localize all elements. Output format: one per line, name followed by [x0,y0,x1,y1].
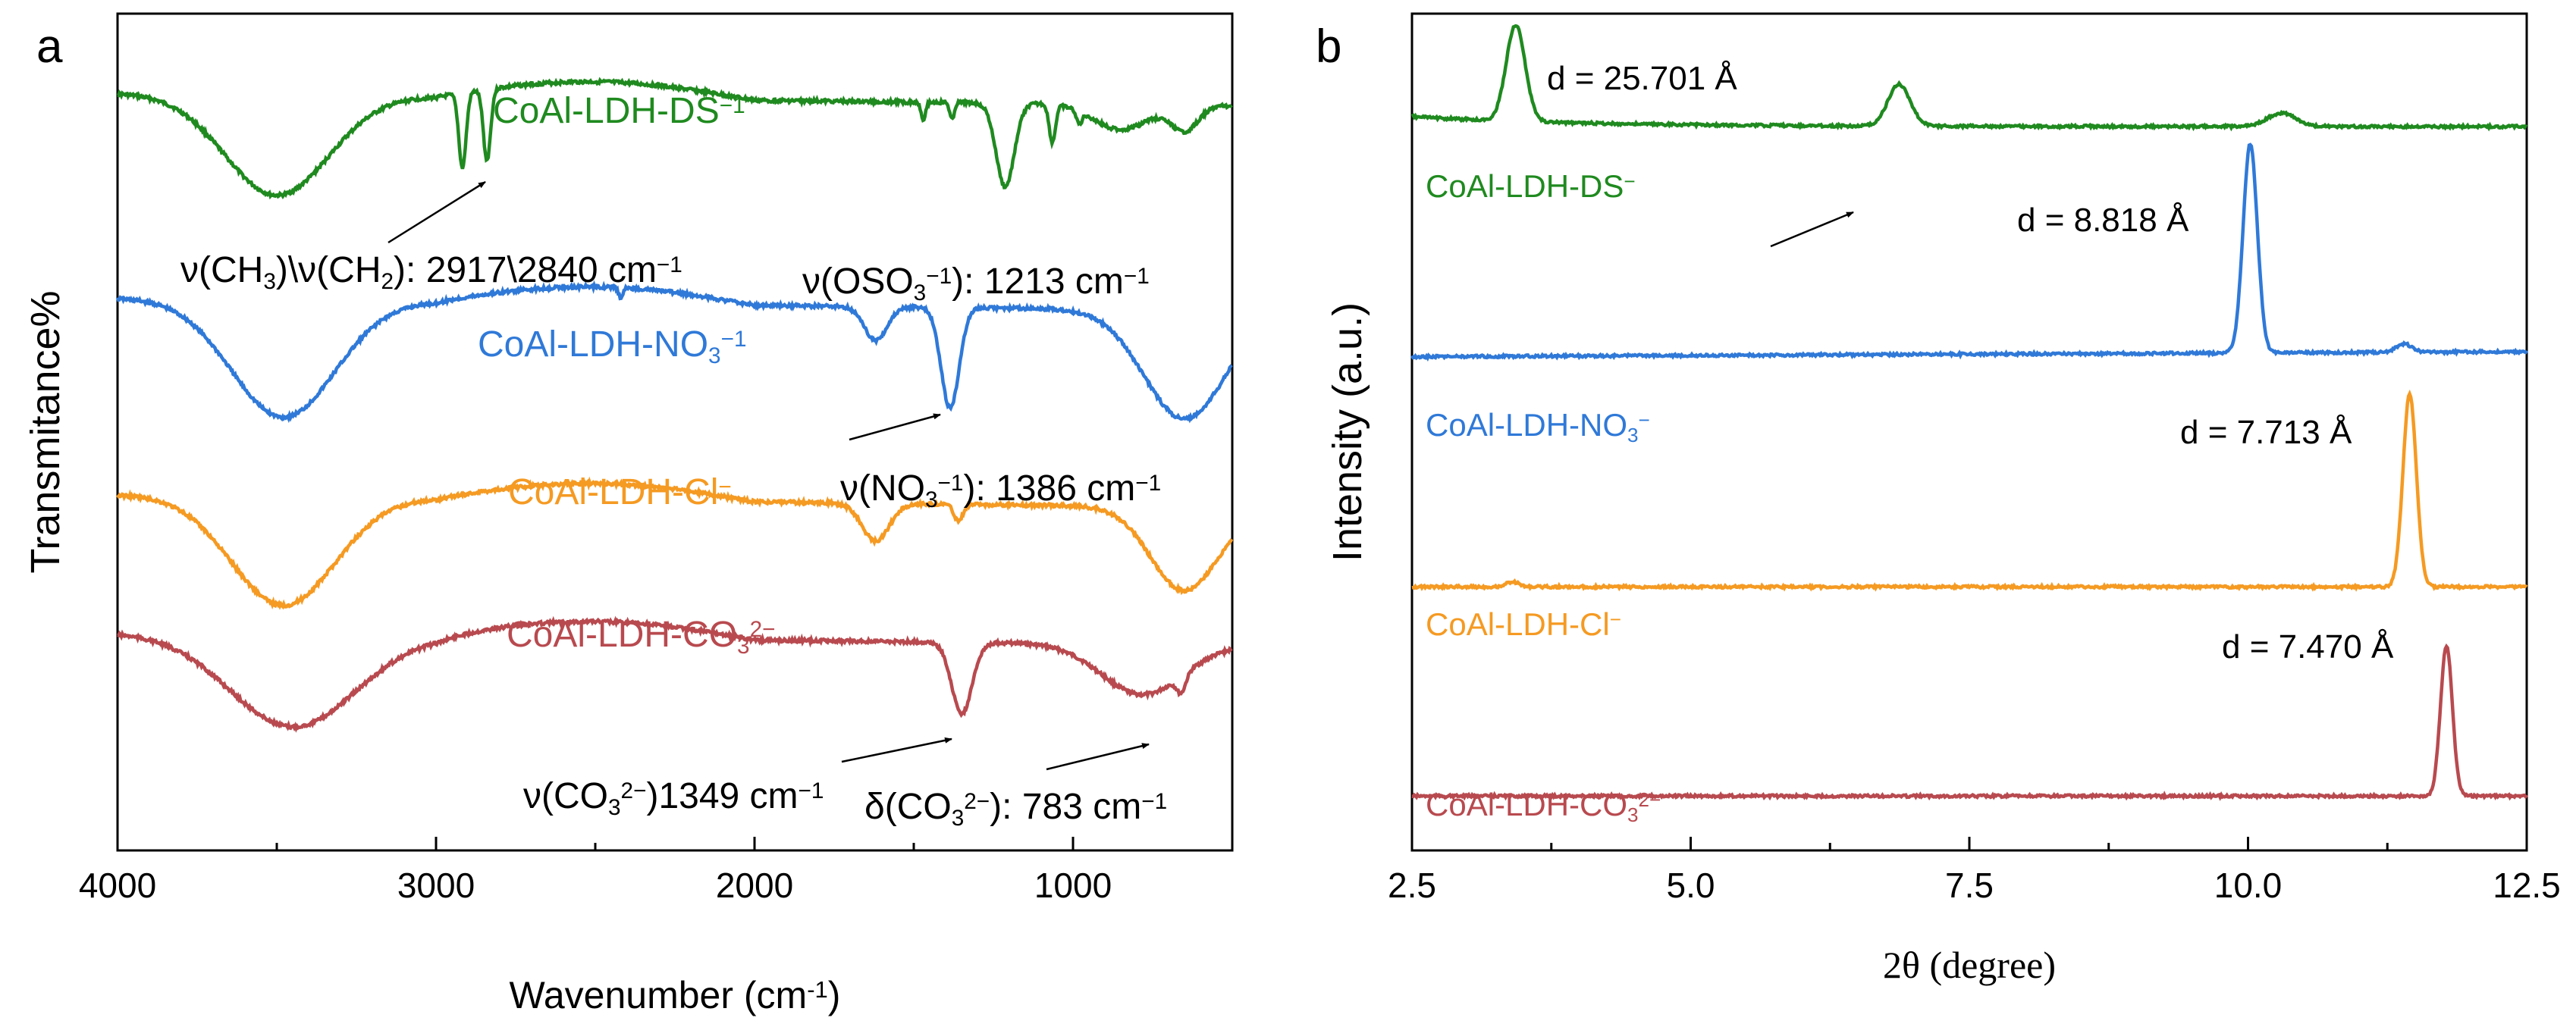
ftir-annotation-1: ν(OSO3−1): 1213 cm−1 [802,261,1150,305]
y-axis-label-b: Intensity (a.u.) [1325,302,1370,562]
ftir-annotation-0: ν(CH3)\ν(CH2): 2917\2840 cm−1 [180,250,682,294]
xrd-d-spacing-3: d = 7.470 Å [2222,628,2394,665]
ftir-series-3 [117,615,1233,733]
panel-label-b: b [1316,20,1341,73]
xrd-d-spacing-1: d = 8.818 Å [2017,202,2189,239]
ftir-legend-3: CoAl-LDH-CO32− [507,615,776,659]
y-axis-label-a: Transmitance% [23,290,68,573]
xrd-legend-2: CoAl-LDH-Cl− [1426,606,1621,642]
xrd-series-1 [1410,142,2528,362]
plot-frame-a [116,12,1234,852]
ftir-annotation-arrow-3 [841,737,952,763]
x-tick-label-b-1: 5.0 [1667,866,1715,905]
x-tick-label-b-0: 2.5 [1388,866,1436,905]
x-tick-label-a-0: 4000 [79,866,156,905]
x-tick-label-a-1: 3000 [397,866,475,905]
ftir-legend-1: CoAl-LDH-NO3−1 [478,324,747,368]
ftir-annotation-arrow-4 [1046,743,1150,771]
ftir-annotation-arrow-0 [387,180,486,244]
xrd-d-spacing-2: d = 7.713 Å [2180,414,2352,451]
xrd-series-2 [1411,389,2528,592]
ftir-series-2 [116,476,1234,610]
xrd-legend-1: CoAl-LDH-NO3− [1426,407,1650,446]
xrd-legend-3: CoAl-LDH-CO32− [1426,787,1661,826]
ftir-legend-2: CoAl-LDH-Cl− [508,472,732,512]
ftir-series-0 [117,77,1233,200]
ftir-annotation-arrow-2 [849,413,941,441]
xrd-chart: 2.5 5.0 7.5 10.0 12.5 2θ (degree) Intensity (a… [1325,12,2561,986]
ftir-annotation-3: ν(CO32−)1349 cm−1 [523,776,824,820]
ftir-chart: 4000 3000 2000 1000 Wavenumber (cm-1) Transmi… [23,12,1854,1016]
x-tick-label-b-2: 7.5 [1945,866,1994,905]
xrd-legend-0: CoAl-LDH-DS− [1426,168,1636,204]
x-tick-label-b-3: 10.0 [2214,866,2283,905]
x-tick-label-a-2: 2000 [716,866,793,905]
x-axis-label-a: Wavenumber (cm-1) [510,974,841,1016]
xrd-d-spacing-0: d = 25.701 Å [1547,60,1737,97]
x-tick-label-b-4: 12.5 [2493,866,2561,905]
xrd-series-3 [1411,643,2528,801]
x-tick-label-a-3: 1000 [1034,866,1112,905]
x-axis-label-b: 2θ (degree) [1883,944,2056,986]
ftir-annotation-4: δ(CO32−): 783 cm−1 [864,787,1167,831]
ftir-series-1 [115,280,1233,424]
xrd-series-0 [1410,23,2528,132]
ftir-annotation-2: ν(NO3−1): 1386 cm−1 [840,468,1161,512]
panel-label-a: a [36,20,63,73]
ftir-annotation-arrow-1 [1770,211,1854,248]
ftir-legend-0: CoAl-LDH-DS−1 [493,91,745,131]
